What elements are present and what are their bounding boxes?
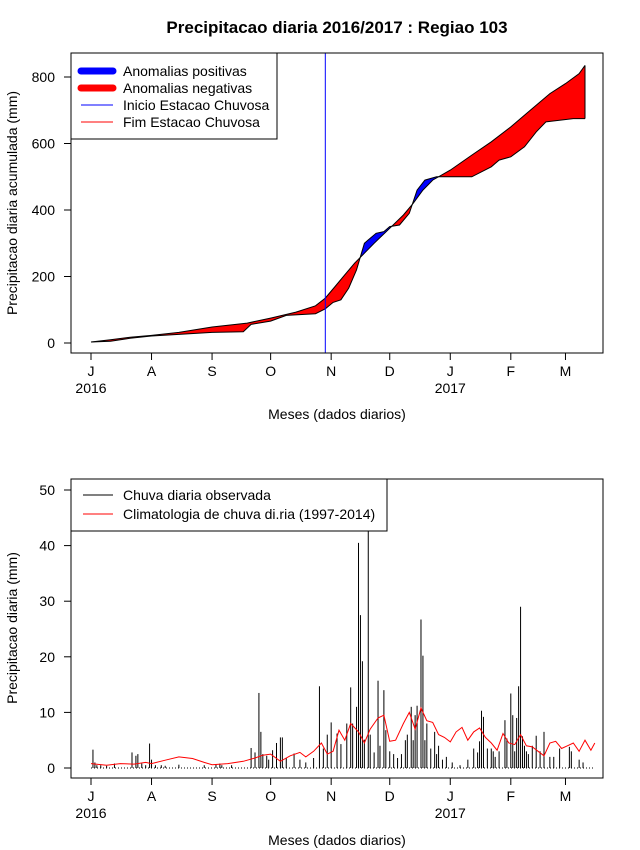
bottom-legend-box xyxy=(70,478,388,532)
bottom-y-axis: 0 10 20 30 40 50 xyxy=(39,482,72,776)
y-tick-label: 400 xyxy=(32,202,56,218)
top-legend: Anomalias positivas Anomalias negativas … xyxy=(70,52,278,140)
top-y-axis: 0 200 400 600 800 xyxy=(32,69,72,351)
bottom-x-axis-label: Meses (dados diarios) xyxy=(268,832,406,848)
climatology-accumulated-line xyxy=(90,65,586,343)
x-year-label: 2017 xyxy=(435,805,466,821)
chart-title: Precipitacao diaria 2016/2017 : Regiao 1… xyxy=(166,18,507,37)
legend-season-end-label: Fim Estacao Chuvosa xyxy=(123,114,260,130)
top-x-axis-label: Meses (dados diarios) xyxy=(268,406,406,422)
y-tick-label: 800 xyxy=(32,69,56,85)
x-tick-label: O xyxy=(265,363,276,379)
x-tick-label: J xyxy=(447,363,454,379)
climatology-line xyxy=(90,706,596,766)
y-tick-label: 40 xyxy=(39,538,55,554)
top-x-axis: J A S O N D J F M 2016 2017 xyxy=(75,352,572,396)
y-tick-label: 30 xyxy=(39,593,55,609)
negative-anomaly-area xyxy=(91,256,361,342)
x-tick-label: F xyxy=(507,363,516,379)
daily-rain-bars xyxy=(92,528,584,768)
x-tick-label: J xyxy=(88,363,95,379)
y-tick-label: 200 xyxy=(32,269,56,285)
top-legend-box xyxy=(70,52,278,140)
y-tick-label: 50 xyxy=(39,482,55,498)
y-tick-label: 0 xyxy=(47,760,55,776)
legend-climatology-label: Climatologia de chuva di.ria (1997-2014) xyxy=(123,506,375,522)
x-tick-label: S xyxy=(207,788,216,804)
x-tick-label: N xyxy=(326,788,336,804)
negative-anomaly-area xyxy=(438,65,585,177)
x-tick-label: D xyxy=(385,363,395,379)
x-tick-label: A xyxy=(147,363,157,379)
observed-accumulated-line xyxy=(90,118,585,343)
positive-anomaly-area xyxy=(413,176,439,204)
bottom-chart: 0 10 20 30 40 50 J A S O N D J F M 2016 2017 Precipitac… xyxy=(4,478,604,848)
x-tick-label: J xyxy=(447,788,454,804)
x-tick-label: D xyxy=(385,788,395,804)
y-tick-label: 0 xyxy=(47,335,55,351)
x-tick-label: O xyxy=(265,788,276,804)
y-tick-label: 600 xyxy=(32,136,56,152)
x-tick-label: S xyxy=(207,363,216,379)
x-tick-label: N xyxy=(326,363,336,379)
x-tick-label: F xyxy=(507,788,516,804)
x-tick-label: J xyxy=(88,788,95,804)
x-tick-label: A xyxy=(147,788,157,804)
bottom-y-axis-label: Precipitacao diaria (mm) xyxy=(4,552,20,704)
bottom-legend: Chuva diaria observada Climatologia de c… xyxy=(70,478,388,532)
bottom-x-axis: J A S O N D J F M 2016 2017 xyxy=(75,777,572,821)
top-series-lines xyxy=(90,65,586,343)
x-year-label: 2016 xyxy=(75,380,106,396)
x-year-label: 2017 xyxy=(435,380,466,396)
legend-observed-rain-label: Chuva diaria observada xyxy=(123,487,271,503)
x-tick-label: M xyxy=(560,788,572,804)
y-tick-label: 20 xyxy=(39,649,55,665)
top-y-axis-label: Precipitacao diaria acumulada (mm) xyxy=(4,91,20,315)
top-chart: 0 200 400 600 800 J A S O N D J F M 2016 2017 Precipit… xyxy=(4,52,604,422)
x-year-label: 2016 xyxy=(75,805,106,821)
y-tick-label: 10 xyxy=(39,704,55,720)
legend-season-start-label: Inicio Estacao Chuvosa xyxy=(123,97,270,113)
legend-negative-anomaly-label: Anomalias negativas xyxy=(123,80,252,96)
legend-positive-anomaly-label: Anomalias positivas xyxy=(123,63,247,79)
x-tick-label: M xyxy=(560,363,572,379)
